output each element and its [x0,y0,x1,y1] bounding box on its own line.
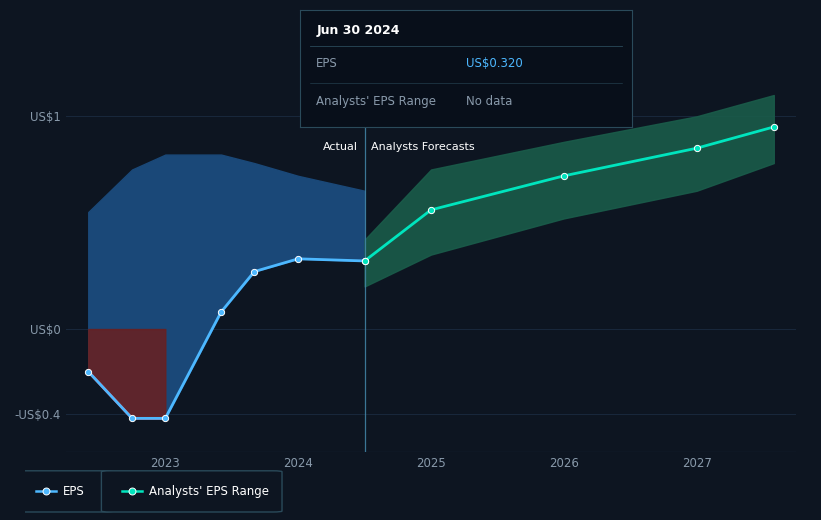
Text: Actual: Actual [323,142,358,152]
Text: No data: No data [466,95,512,108]
FancyBboxPatch shape [102,471,282,512]
Text: EPS: EPS [316,57,338,70]
Text: EPS: EPS [63,485,85,498]
FancyBboxPatch shape [16,471,112,512]
Text: US$0.320: US$0.320 [466,57,523,70]
Text: Analysts' EPS Range: Analysts' EPS Range [316,95,436,108]
Text: Jun 30 2024: Jun 30 2024 [316,24,400,37]
Text: Analysts' EPS Range: Analysts' EPS Range [149,485,268,498]
Text: Analysts Forecasts: Analysts Forecasts [371,142,475,152]
